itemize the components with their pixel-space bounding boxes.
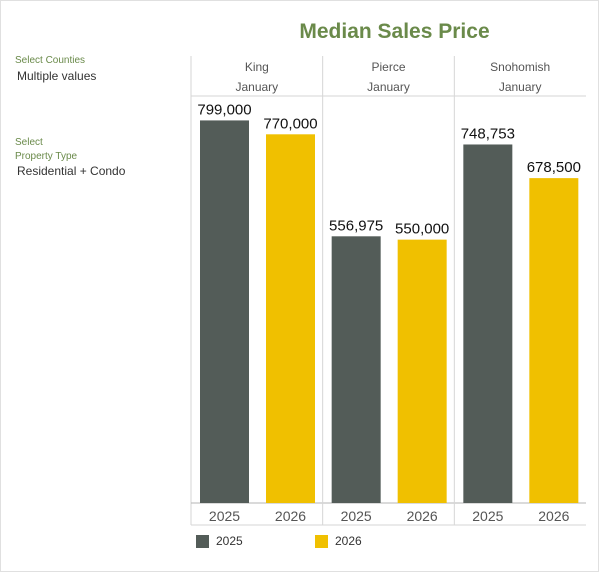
x-tick-label-king-2026: 2026 — [275, 508, 306, 524]
data-label-pierce-2025: 556,975 — [329, 217, 383, 234]
bar-king-2025 — [200, 120, 249, 504]
x-tick-label-pierce-2026: 2026 — [407, 508, 438, 524]
bar-snohomish-2026 — [529, 178, 579, 504]
x-tick-label-king-2025: 2025 — [209, 508, 240, 524]
group-label-snohomish: Snohomish — [490, 60, 550, 74]
x-tick-label-pierce-2025: 2025 — [341, 508, 372, 524]
data-label-king-2025: 799,000 — [197, 101, 251, 118]
legend-swatch-2026 — [315, 534, 328, 548]
bar-pierce-2026 — [397, 239, 447, 503]
data-label-snohomish-2025: 748,753 — [461, 125, 515, 142]
group-period-pierce: January — [367, 80, 410, 94]
x-tick-label-snohomish-2025: 2025 — [472, 508, 503, 524]
legend-item-2025[interactable]: 2025 — [196, 534, 243, 548]
bar-chart: King January 799,000 2025 770,000 2026 Pierce J… — [190, 56, 586, 526]
group-period-snohomish: January — [499, 80, 542, 94]
legend-label-2025: 2025 — [216, 534, 243, 548]
group-label-king: King — [245, 60, 269, 74]
bar-king-2026 — [266, 134, 315, 503]
data-label-pierce-2026: 550,000 — [395, 221, 449, 238]
bar-pierce-2025 — [331, 236, 381, 504]
legend-item-2026[interactable]: 2026 — [315, 534, 362, 548]
counties-filter-value[interactable]: Multiple values — [17, 69, 97, 83]
property-type-filter-label-line2: Property Type — [15, 151, 78, 162]
bar-snohomish-2025 — [463, 144, 513, 504]
data-label-king-2026: 770,000 — [263, 115, 317, 132]
property-type-filter-value[interactable]: Residential + Condo — [17, 164, 126, 178]
x-tick-label-snohomish-2026: 2026 — [538, 508, 569, 524]
group-period-king: January — [235, 80, 278, 94]
property-type-filter-label-line1: Select — [15, 137, 43, 148]
legend-label-2026: 2026 — [335, 534, 362, 548]
chart-title: Median Sales Price — [299, 20, 490, 43]
counties-filter-label: Select Counties — [15, 55, 86, 66]
legend-swatch-2025 — [196, 534, 209, 548]
group-label-pierce: Pierce — [371, 60, 405, 74]
data-label-snohomish-2026: 678,500 — [527, 159, 581, 176]
